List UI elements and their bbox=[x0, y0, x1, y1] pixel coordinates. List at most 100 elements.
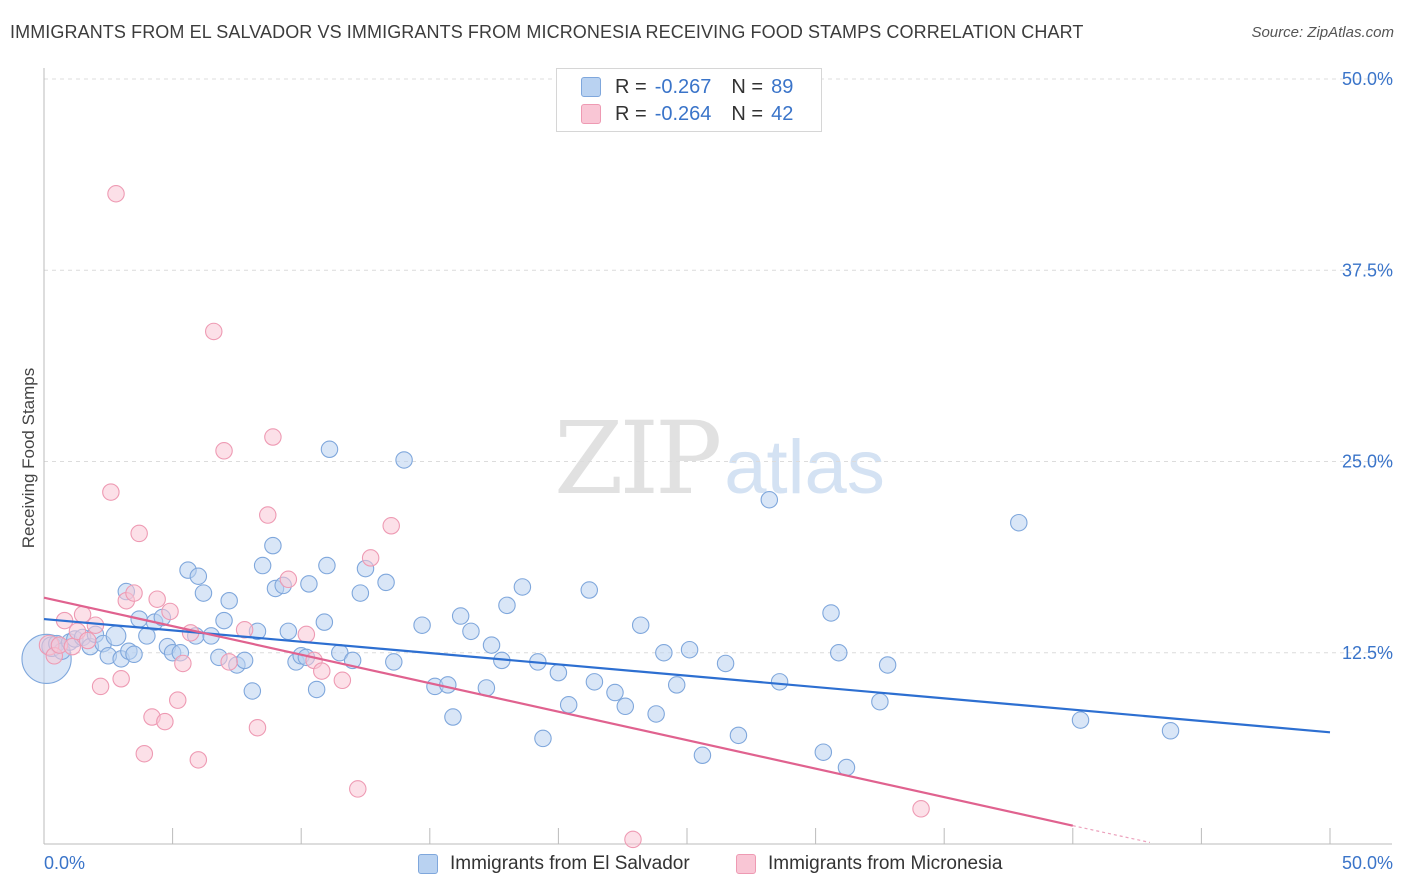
el-salvador-point bbox=[444, 708, 462, 726]
axes bbox=[43, 68, 1392, 845]
micronesia-point bbox=[220, 653, 238, 671]
el-salvador-point bbox=[243, 682, 262, 700]
legend-n-label: N = bbox=[731, 75, 764, 98]
micronesia-point bbox=[215, 442, 233, 460]
el-salvador-point bbox=[814, 743, 833, 761]
el-salvador-point bbox=[451, 607, 470, 625]
grid-lines bbox=[44, 78, 1392, 654]
micronesia-point bbox=[264, 428, 282, 446]
el-salvador-point bbox=[559, 696, 578, 714]
el-salvador-point bbox=[318, 556, 336, 575]
micronesia-point bbox=[91, 677, 110, 696]
micronesia-trend-extension bbox=[1072, 825, 1151, 844]
micronesia-point bbox=[161, 602, 179, 621]
micronesia-point bbox=[382, 517, 400, 535]
micronesia-trend-line bbox=[43, 596, 1074, 827]
el-salvador-point bbox=[729, 726, 748, 745]
el-salvador-point bbox=[693, 746, 712, 765]
el-salvador-point bbox=[716, 654, 735, 673]
el-salvador-point bbox=[189, 567, 208, 585]
micronesia-point bbox=[189, 751, 208, 769]
micronesia-point bbox=[174, 654, 192, 673]
el-salvador-point bbox=[320, 440, 339, 459]
bottom-legend-swatch-pink bbox=[736, 854, 756, 874]
legend-r-label: R = bbox=[615, 75, 647, 98]
y-tick-label: 37.5% bbox=[1342, 260, 1393, 280]
el-salvador-point bbox=[235, 651, 254, 670]
legend-row-micronesia: R = -0.264 N = 42 bbox=[581, 102, 793, 126]
el-salvador-point bbox=[580, 581, 599, 599]
el-salvador-point bbox=[385, 653, 403, 671]
el-salvador-point bbox=[105, 625, 127, 647]
el-salvador-point bbox=[1071, 711, 1090, 729]
el-salvador-point bbox=[822, 604, 840, 622]
correlation-legend: R = -0.267 N = 89 R = -0.264 N = 42 bbox=[556, 68, 822, 132]
legend-r-value: -0.267 bbox=[654, 75, 712, 98]
legend-swatch-pink bbox=[581, 104, 601, 124]
micronesia-point bbox=[102, 483, 120, 501]
el-salvador-point bbox=[220, 591, 238, 610]
el-salvador-point bbox=[215, 611, 233, 630]
micronesia-point bbox=[135, 744, 154, 763]
el-salvador-point bbox=[631, 616, 650, 634]
legend-r-value: -0.264 bbox=[654, 102, 712, 125]
el-salvador-point bbox=[264, 536, 282, 555]
el-salvador-point bbox=[253, 556, 272, 575]
el-salvador-point bbox=[680, 640, 699, 659]
el-salvador-point bbox=[1010, 513, 1028, 532]
el-salvador-point bbox=[307, 680, 326, 699]
legend-n-value: 42 bbox=[771, 102, 794, 125]
el-salvador-point bbox=[549, 663, 568, 682]
el-salvador-point bbox=[300, 575, 318, 593]
y-tick-label: 50.0% bbox=[1342, 69, 1393, 89]
bottom-legend-label: Immigrants from Micronesia bbox=[768, 853, 1003, 874]
el-salvador-point bbox=[606, 683, 624, 702]
micronesia-point bbox=[624, 830, 642, 849]
watermark-atlas: atlas bbox=[724, 425, 885, 510]
el-salvador-point bbox=[498, 596, 516, 615]
el-salvador-point bbox=[770, 673, 789, 691]
data-points bbox=[21, 185, 1180, 849]
micronesia-point bbox=[248, 718, 267, 737]
micronesia-point bbox=[279, 570, 298, 589]
el-salvador-point bbox=[413, 616, 431, 634]
micronesia-point bbox=[112, 670, 130, 688]
bottom-legend-swatch-blue bbox=[418, 854, 438, 874]
micronesia-point bbox=[205, 322, 223, 341]
el-salvador-point bbox=[829, 643, 848, 662]
legend-r-label: R = bbox=[615, 102, 647, 125]
micronesia-point bbox=[156, 712, 174, 731]
el-salvador-point bbox=[871, 692, 889, 711]
legend-row-el-salvador: R = -0.267 N = 89 bbox=[581, 75, 793, 99]
x-tick-label: 0.0% bbox=[44, 853, 85, 873]
el-salvador-point bbox=[760, 490, 779, 509]
el-salvador-point bbox=[878, 656, 897, 674]
el-salvador-point bbox=[534, 729, 552, 748]
el-salvador-point bbox=[647, 705, 665, 723]
el-salvador-point bbox=[279, 622, 298, 641]
y-axis-label: Receiving Food Stamps bbox=[19, 367, 38, 549]
micronesia-point bbox=[361, 549, 380, 567]
micronesia-point bbox=[349, 780, 367, 798]
el-salvador-point bbox=[482, 636, 501, 654]
legend-n-value: 89 bbox=[771, 75, 794, 98]
x-tick-label: 50.0% bbox=[1342, 853, 1393, 873]
micronesia-point bbox=[313, 662, 331, 680]
el-salvador-point bbox=[585, 673, 604, 691]
el-salvador-point bbox=[655, 643, 673, 662]
chart-source: Source: ZipAtlas.com bbox=[1251, 24, 1394, 41]
micronesia-point bbox=[130, 524, 148, 543]
y-tick-label: 25.0% bbox=[1342, 452, 1393, 472]
legend-n-label: N = bbox=[731, 102, 764, 125]
micronesia-point bbox=[63, 637, 82, 656]
micronesia-point bbox=[912, 800, 930, 818]
micronesia-point bbox=[125, 584, 143, 602]
micronesia-point bbox=[297, 625, 316, 644]
bottom-legend-el-salvador[interactable]: Immigrants from El Salvador bbox=[418, 852, 690, 876]
el-salvador-point bbox=[377, 573, 395, 592]
micronesia-point bbox=[259, 506, 277, 524]
el-salvador-point bbox=[513, 578, 532, 596]
micronesia-point bbox=[235, 621, 254, 639]
bottom-legend-micronesia[interactable]: Immigrants from Micronesia bbox=[736, 852, 1002, 876]
